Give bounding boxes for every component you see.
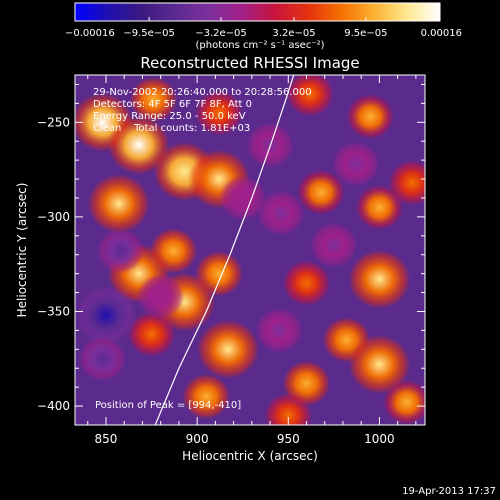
heatmap-blob <box>87 174 150 234</box>
heatmap-blob <box>286 75 334 117</box>
x-tick-label: 1000 <box>364 432 395 446</box>
y-tick-label: −300 <box>37 210 70 224</box>
colorbar-tick-label: −0.00016 <box>65 28 115 39</box>
y-tick-label: −250 <box>37 115 70 129</box>
footer-date: 19-Apr-2013 17:37 <box>402 486 496 497</box>
colorbar <box>74 2 441 22</box>
colorbar-tick-label: 9.5e−05 <box>344 28 387 39</box>
heatmap-blob <box>136 273 185 319</box>
colorbar-tick-label: 0.00016 <box>421 28 462 39</box>
colorbar-tick-label: −9.5e−05 <box>123 28 175 39</box>
heatmap-blob <box>96 228 145 274</box>
heatmap-blob <box>264 393 312 425</box>
y-axis-label: Heliocentric Y (arcsec) <box>15 183 29 318</box>
heatmap-blob <box>297 169 345 215</box>
y-axis-ticks <box>75 83 425 426</box>
heatmap-blob <box>197 319 260 379</box>
x-tick-label: 850 <box>95 432 118 446</box>
x-axis-tick-labels: 850 900 950 1000 <box>95 432 395 446</box>
heatmap-blob <box>332 141 380 187</box>
colorbar-tick-label: −3.2e−05 <box>195 28 247 39</box>
x-axis-ticks <box>87 75 417 425</box>
heatmap-blob <box>255 307 303 353</box>
heatmap-blob <box>282 260 331 306</box>
annotation-time-range: 29-Nov-2002 20:26:40.000 to 20:28:56.000 <box>93 87 312 98</box>
colorbar-unit-label: (photons cm⁻² s⁻¹ asec⁻²) <box>195 40 324 51</box>
annotation-energy-range: Energy Range: 25.0 - 50.0 keV <box>93 111 246 122</box>
heatmap-blob <box>388 160 425 206</box>
y-tick-label: −400 <box>37 399 70 413</box>
annotation-peak-position: Position of Peak = [994,-410] <box>95 400 241 411</box>
heatmap-blob <box>219 175 267 221</box>
solar-limb-curve <box>154 75 295 425</box>
colorbar-tick-labels: −0.00016 −9.5e−05 −3.2e−05 3.2e−05 9.5e−05 0.… <box>65 28 462 39</box>
heatmap-blob <box>75 285 137 345</box>
heatmap-blob <box>383 379 425 425</box>
heatmap-blob <box>348 249 411 309</box>
colorbar-ticks <box>74 17 441 21</box>
y-axis-tick-labels: −400 −350 −300 −250 <box>37 115 70 413</box>
x-tick-label: 950 <box>277 432 300 446</box>
heatmap-blob <box>310 222 358 268</box>
y-tick-label: −350 <box>37 304 70 318</box>
heatmap-blob <box>346 94 395 140</box>
annotation-total-counts: Clean Total counts: 1.81E+03 <box>93 123 250 134</box>
heatmap-blob <box>257 190 305 236</box>
x-axis-label: Heliocentric X (arcsec) <box>182 449 318 463</box>
heatmap-blob <box>195 90 243 136</box>
x-tick-label: 900 <box>186 432 209 446</box>
colorbar-tick-label: 3.2e−05 <box>272 28 315 39</box>
annotation-detectors: Detectors: 4F 5F 6F 7F 8F, Att 0 <box>93 99 252 110</box>
heatmap-blob <box>78 336 127 382</box>
heatmap-blob <box>182 374 230 420</box>
heatmap-blob <box>107 115 170 175</box>
heatmap-image <box>75 75 425 425</box>
heatmap-blob <box>127 311 176 357</box>
heatmap-blob <box>348 335 411 394</box>
heatmap-blob <box>355 184 404 230</box>
heatmap-blob <box>129 77 178 123</box>
plot-frame <box>74 74 426 426</box>
chart-title: Reconstructed RHESSI Image <box>140 54 359 72</box>
